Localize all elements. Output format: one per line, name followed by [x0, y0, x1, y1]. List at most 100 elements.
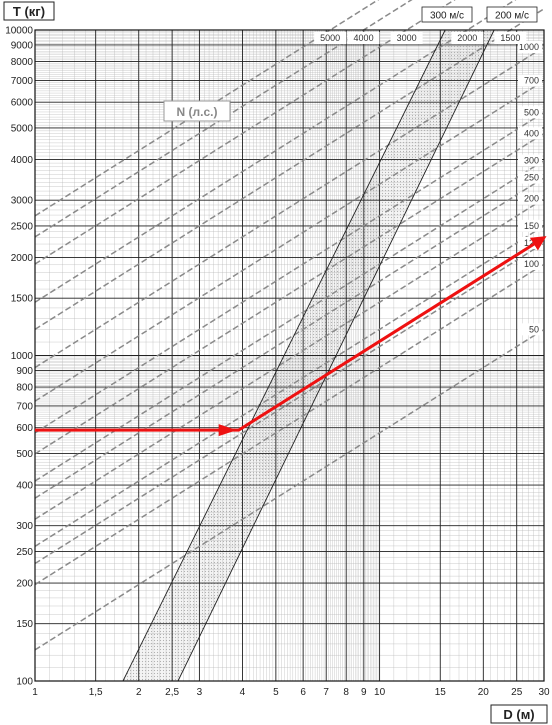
power-label: 4000	[354, 33, 374, 43]
y-tick-label: 600	[16, 423, 33, 434]
x-tick-label: 30	[538, 687, 550, 698]
power-line	[34, 242, 545, 565]
power-label-bg	[518, 323, 542, 336]
power-line	[34, 328, 545, 651]
power-line	[34, 0, 517, 303]
power-label-bg	[518, 106, 542, 119]
x-tick-label: 8	[343, 687, 349, 698]
y-tick-label: 9000	[11, 40, 34, 51]
y-axis-tick-labels: 100 150 200 250 300 400 500 600 700 800 900 1000 150…	[5, 26, 33, 688]
mid-arrowhead	[218, 424, 237, 437]
power-label: 150	[524, 221, 539, 231]
y-tick-label: 800	[16, 383, 33, 394]
x-tick-label: 7	[323, 687, 329, 698]
x-tick-label: 1,5	[89, 687, 103, 698]
x-tick-label: 2,5	[165, 687, 179, 698]
y-tick-label: 8000	[11, 57, 34, 68]
tip-speed-label: 300 м/с	[430, 11, 464, 22]
y-tick-label: 5000	[11, 123, 34, 134]
y-tick-label: 3000	[11, 196, 34, 207]
x-tick-label: 15	[435, 687, 447, 698]
power-label: 2000	[457, 33, 477, 43]
example-path-mid-arrow	[218, 424, 237, 437]
y-tick-label: 500	[16, 449, 33, 460]
tip-speed-label-box	[421, 6, 473, 23]
power-label-bg	[518, 219, 542, 232]
power-label: 100	[524, 259, 539, 269]
y-tick-label: 150	[16, 619, 33, 630]
power-line	[34, 225, 545, 547]
power-line	[34, 263, 545, 586]
y-tick-label: 7000	[11, 76, 34, 87]
power-line	[34, 177, 545, 499]
power-label-bg	[451, 32, 484, 44]
y-tick-label: 2500	[11, 221, 34, 232]
y-tick-label: 300	[16, 521, 33, 532]
x-tick-label: 10	[374, 687, 386, 698]
power-label-bg	[518, 171, 542, 184]
power-line	[34, 159, 545, 482]
x-tick-label: 5	[273, 687, 279, 698]
power-label: 200	[524, 194, 539, 204]
x-tick-label: 4	[240, 687, 246, 698]
power-line	[34, 0, 380, 217]
power-label: 1500	[500, 33, 520, 43]
y-axis-title-box: T (кг)	[3, 1, 55, 21]
power-label-bg	[518, 41, 542, 54]
power-line	[34, 80, 545, 402]
power-label-bg	[390, 32, 423, 44]
x-tick-label: 6	[300, 687, 306, 698]
tip-speed-label: 200 м/с	[495, 11, 529, 22]
power-line	[34, 46, 545, 369]
y-tick-label: 700	[16, 401, 33, 412]
power-label: 250	[524, 173, 539, 183]
example-highlight-path	[35, 236, 547, 432]
y-tick-label: 1500	[11, 294, 34, 305]
tip-speed-lines	[122, 29, 495, 682]
x-axis-title-box: D (м)	[490, 704, 548, 724]
y-tick-label: 6000	[11, 98, 34, 109]
y-tick-label: 1000	[11, 351, 34, 362]
tip-speed-line	[177, 29, 495, 682]
power-line	[34, 198, 545, 520]
power-family-label: N (л.с.)	[177, 105, 218, 119]
power-label: 3000	[397, 33, 417, 43]
x-axis-title: D (м)	[503, 707, 534, 722]
y-tick-label: 900	[16, 366, 33, 377]
y-tick-label: 2000	[11, 253, 34, 264]
power-line	[34, 8, 545, 330]
power-label: 700	[524, 76, 539, 86]
power-lines	[34, 0, 545, 651]
power-label: 500	[524, 107, 539, 117]
tip-speed-line	[122, 29, 446, 682]
power-family-label-box: N (л.с.)	[163, 100, 231, 122]
y-tick-label: 10000	[5, 26, 33, 37]
power-label: 1000	[519, 42, 539, 52]
power-label: 400	[524, 128, 539, 138]
power-line	[34, 111, 545, 434]
power-line	[34, 132, 545, 455]
x-axis-tick-labels: 1 1,5 2 2,5 3 4 5 6 7 8 9 10 15 20 25 30	[32, 687, 550, 698]
tip-speed-label-box	[486, 6, 538, 23]
x-tick-label: 2	[136, 687, 142, 698]
power-label-bg	[518, 127, 542, 140]
tip-speed-labels: 300 м/с 200 м/с	[421, 6, 538, 23]
y-tick-label: 4000	[11, 155, 34, 166]
y-axis-title: T (кг)	[13, 4, 45, 19]
power-label-bg	[494, 32, 527, 44]
power-label-bg	[518, 192, 542, 205]
x-tick-label: 20	[478, 687, 490, 698]
plot-frame	[34, 29, 545, 682]
power-label: 50	[529, 324, 539, 334]
y-tick-label: 200	[16, 579, 33, 590]
power-label-bg	[518, 74, 542, 87]
power-label-bg	[518, 258, 542, 271]
x-tick-label: 3	[197, 687, 203, 698]
power-line	[34, 0, 413, 238]
x-tick-label: 25	[511, 687, 523, 698]
y-tick-label: 250	[16, 547, 33, 558]
power-line-labels: 5010012515020025030040050070010001500200…	[314, 32, 542, 336]
x-tick-label: 9	[361, 687, 367, 698]
power-label: 5000	[320, 33, 340, 43]
